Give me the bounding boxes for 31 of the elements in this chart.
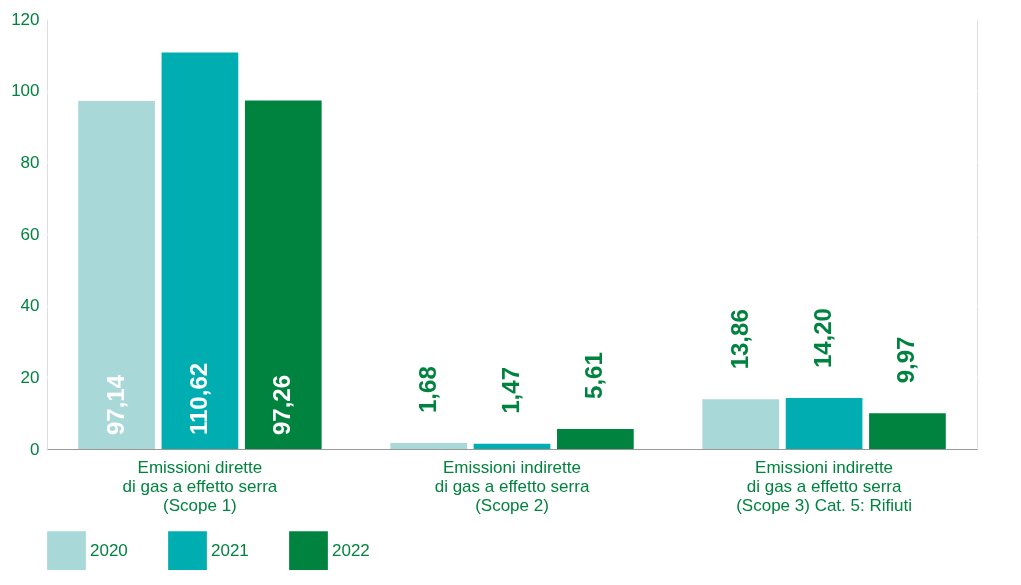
data-label: 97,26 (268, 374, 296, 435)
bar (557, 428, 634, 449)
bar (702, 399, 780, 449)
y-tick-label: 80 (20, 152, 40, 172)
y-tick-label: 60 (20, 224, 40, 244)
bar (785, 398, 863, 449)
data-label: 14,20 (809, 308, 837, 369)
data-label: 110,62 (184, 362, 212, 435)
x-tick-label: Emissioni indirette di gas a effetto serra (Scope 2) (434, 457, 590, 515)
x-tick-label: Emissioni dirette di gas a effetto serra (Scope 1) (122, 457, 278, 515)
data-label: 13,86 (725, 309, 753, 370)
bar (869, 413, 946, 449)
bar (473, 443, 551, 449)
legend-label: 2022 (332, 540, 370, 560)
bar (78, 100, 155, 449)
x-tick-label: Emissioni indirette di gas a effetto serra (Scope 3) Cat. 5: Rifiuti (736, 457, 912, 515)
y-tick-label: 100 (11, 81, 40, 101)
data-label: 9,97 (892, 336, 920, 384)
legend-label: 2021 (211, 540, 249, 560)
data-label: 1,68 (413, 366, 441, 413)
y-tick-label: 0 (30, 439, 40, 459)
data-label: 5,61 (580, 352, 608, 399)
bar (161, 52, 239, 449)
legend-label: 2020 (90, 540, 128, 560)
y-tick-label: 20 (20, 367, 40, 387)
y-tick-label: 120 (11, 9, 40, 29)
y-tick-label: 40 (20, 296, 40, 316)
data-label: 1,47 (497, 367, 524, 414)
bar (244, 100, 322, 449)
bar (390, 442, 467, 449)
data-label: 97,14 (101, 374, 129, 435)
